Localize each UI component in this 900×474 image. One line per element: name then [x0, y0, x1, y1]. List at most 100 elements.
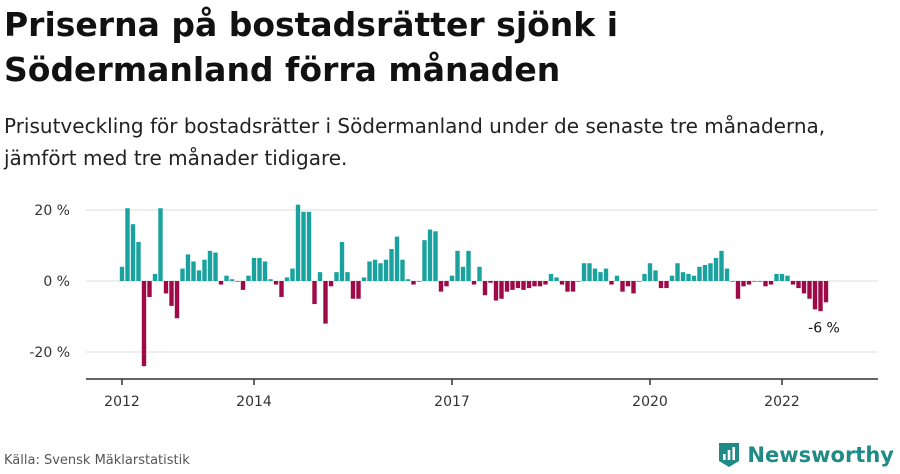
bar [537, 281, 543, 287]
bar [636, 281, 642, 282]
bar [158, 208, 163, 281]
bar [598, 272, 603, 282]
bar [565, 281, 570, 292]
bar [735, 281, 741, 299]
bar [543, 281, 548, 285]
bar [202, 259, 207, 281]
chart-title: Priserna på bostadsrätter sjönk i Söderm… [4, 5, 619, 89]
bar [818, 281, 823, 312]
bar [119, 266, 125, 281]
bar [499, 281, 504, 299]
x-tick-label: 2014 [236, 394, 272, 410]
bar [554, 277, 559, 281]
bar [312, 281, 317, 305]
bar [235, 281, 240, 282]
bar [240, 281, 246, 290]
bar [796, 281, 801, 289]
bar [774, 273, 779, 281]
bar [741, 281, 746, 287]
bar [367, 261, 372, 281]
bar [339, 241, 345, 281]
bar [323, 281, 328, 324]
bar [191, 261, 196, 281]
bar [394, 236, 400, 282]
bar [284, 277, 290, 281]
bar [213, 252, 218, 281]
bar [466, 250, 471, 281]
bar [510, 281, 515, 290]
bar [471, 281, 477, 285]
bar [785, 275, 790, 281]
bar [444, 281, 449, 287]
bar [438, 281, 444, 292]
bar [405, 279, 411, 281]
brand-logo: Newsworthy [717, 441, 894, 469]
bar [532, 281, 537, 287]
bar [455, 250, 460, 281]
bar [763, 281, 768, 287]
bar [680, 272, 686, 282]
bar [757, 281, 763, 282]
bar [422, 240, 427, 281]
bar [141, 281, 147, 367]
bar [273, 281, 279, 285]
bar [174, 281, 180, 319]
bar [152, 273, 158, 281]
bar [752, 281, 757, 282]
source-note: Källa: Svensk Mäklarstatistik [4, 453, 190, 468]
bar [653, 270, 658, 281]
bar [581, 263, 587, 281]
bar [730, 281, 735, 282]
bars [119, 204, 829, 367]
bar [570, 281, 576, 292]
bar [224, 275, 229, 281]
bar [697, 266, 702, 281]
bar [768, 281, 774, 285]
bar [185, 254, 191, 282]
y-tick-label: -20 % [29, 345, 70, 361]
bar [207, 250, 213, 281]
bar [702, 265, 708, 281]
bar [691, 275, 697, 281]
bar-chart: 20 % 0 % -20 % 2012 2014 2017 2020 2022 -6 % [29, 203, 878, 410]
brand-name: Newsworthy [747, 443, 894, 467]
bar [477, 266, 482, 281]
bar [257, 257, 262, 281]
bar [317, 272, 323, 282]
bar [246, 275, 251, 281]
bar [526, 281, 532, 289]
bar [669, 275, 675, 281]
bar [400, 259, 405, 281]
bar [372, 259, 378, 281]
bar [290, 268, 295, 281]
bar [427, 229, 433, 281]
bar [647, 263, 653, 281]
bar [504, 281, 510, 292]
bar [229, 279, 235, 281]
y-tick-label: 20 % [34, 203, 70, 219]
last-value-label: -6 % [808, 320, 840, 336]
bar [196, 270, 202, 281]
bar [642, 273, 647, 281]
bar [713, 257, 719, 281]
bar [356, 281, 361, 299]
newsworthy-logo-icon [719, 443, 740, 467]
bar [163, 281, 169, 294]
bar [383, 259, 389, 281]
bar [460, 266, 466, 281]
bar [620, 281, 625, 292]
bar [295, 204, 301, 281]
bar [576, 281, 581, 282]
bar [790, 281, 796, 285]
bar [801, 281, 807, 294]
y-tick-label: 0 % [43, 274, 70, 290]
bar [268, 279, 273, 281]
bar [779, 273, 785, 281]
bar [411, 281, 416, 285]
bar [724, 268, 730, 281]
bar [746, 281, 752, 285]
bar [416, 281, 422, 282]
bar [603, 268, 609, 281]
gridlines [86, 209, 878, 353]
bar [548, 273, 554, 281]
